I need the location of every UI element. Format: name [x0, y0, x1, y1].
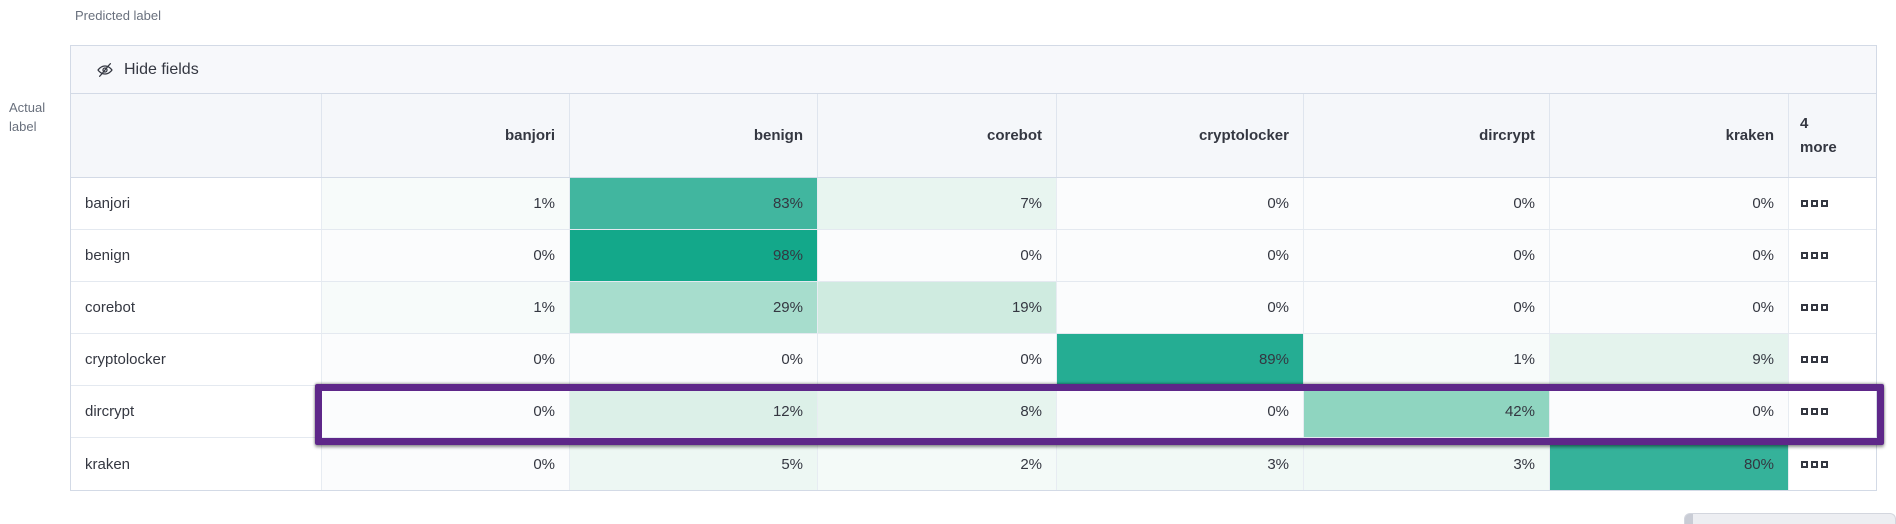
column-header-banjori[interactable]: banjori [321, 94, 569, 177]
matrix-cell[interactable]: 1% [321, 178, 569, 229]
actual-label-line1: Actual [9, 100, 46, 115]
row-label[interactable]: benign [71, 230, 321, 281]
matrix-cell[interactable]: 3% [1303, 438, 1549, 490]
matrix-cell[interactable]: 0% [1303, 230, 1549, 281]
matrix-cell[interactable]: 0% [321, 438, 569, 490]
matrix-rows: banjori 1% 83% 7% 0% 0% 0% benign 0% 98% 0% 0% 0% 0% c… [71, 178, 1876, 490]
matrix-cell[interactable]: 42% [1303, 386, 1549, 437]
actual-label-line2: label [9, 118, 37, 134]
matrix-cell[interactable]: 8% [817, 386, 1056, 437]
matrix-cell[interactable]: 3% [1056, 438, 1303, 490]
matrix-cell[interactable]: 0% [569, 334, 817, 385]
hide-fields-button[interactable]: Hide fields [71, 46, 1876, 94]
column-header-cryptolocker[interactable]: cryptolocker [1056, 94, 1303, 177]
row-label[interactable]: kraken [71, 438, 321, 490]
more-count: 4 [1800, 115, 1809, 133]
column-header-row: banjori benign corebot cryptolocker dircrypt… [71, 94, 1876, 178]
boxes-horizontal-icon [1801, 304, 1828, 311]
row-actions-button[interactable] [1788, 334, 1876, 385]
matrix-cell[interactable]: 0% [817, 334, 1056, 385]
column-header-kraken[interactable]: kraken [1549, 94, 1788, 177]
matrix-cell[interactable]: 1% [321, 282, 569, 333]
matrix-cell[interactable]: 12% [569, 386, 817, 437]
matrix-cell[interactable]: 0% [1549, 178, 1788, 229]
matrix-cell[interactable]: 0% [1056, 386, 1303, 437]
column-header-benign[interactable]: benign [569, 94, 817, 177]
matrix-cell[interactable]: 0% [1549, 230, 1788, 281]
column-header-corebot[interactable]: corebot [817, 94, 1056, 177]
bottom-right-panel-edge [1684, 513, 1896, 524]
matrix-cell[interactable]: 0% [321, 386, 569, 437]
row-label[interactable]: dircrypt [71, 386, 321, 437]
row-actions-button[interactable] [1788, 386, 1876, 437]
matrix-cell[interactable]: 0% [1549, 386, 1788, 437]
matrix-cell[interactable]: 7% [817, 178, 1056, 229]
matrix-cell[interactable]: 9% [1549, 334, 1788, 385]
row-actions-button[interactable] [1788, 438, 1876, 490]
matrix-cell[interactable]: 89% [1056, 334, 1303, 385]
row-actions-button[interactable] [1788, 230, 1876, 281]
matrix-cell[interactable]: 83% [569, 178, 817, 229]
confusion-matrix-table: Hide fields banjori benign corebot cryptolo… [70, 45, 1884, 491]
table-row-cryptolocker: cryptolocker 0% 0% 0% 89% 1% 9% [71, 334, 1876, 386]
table-row-dircrypt: dircrypt 0% 12% 8% 0% 42% 0% [71, 386, 1876, 438]
table-row-benign: benign 0% 98% 0% 0% 0% 0% [71, 230, 1876, 282]
predicted-label-axis-title: Predicted label [75, 8, 161, 23]
matrix-cell[interactable]: 1% [1303, 334, 1549, 385]
boxes-horizontal-icon [1801, 356, 1828, 363]
matrix-cell[interactable]: 98% [569, 230, 817, 281]
actual-label-axis-title: Actual label [9, 99, 61, 137]
row-label[interactable]: cryptolocker [71, 334, 321, 385]
matrix-cell[interactable]: 0% [1303, 282, 1549, 333]
more-word: more [1800, 138, 1837, 156]
corner-cell [71, 94, 321, 177]
row-label[interactable]: banjori [71, 178, 321, 229]
matrix-cell[interactable]: 80% [1549, 438, 1788, 490]
table-row-corebot: corebot 1% 29% 19% 0% 0% 0% [71, 282, 1876, 334]
matrix-cell[interactable]: 2% [817, 438, 1056, 490]
matrix-cell[interactable]: 0% [321, 230, 569, 281]
matrix-cell[interactable]: 0% [1056, 282, 1303, 333]
boxes-horizontal-icon [1801, 252, 1828, 259]
boxes-horizontal-icon [1801, 200, 1828, 207]
table-row-kraken: kraken 0% 5% 2% 3% 3% 80% [71, 438, 1876, 490]
matrix-cell[interactable]: 5% [569, 438, 817, 490]
row-actions-button[interactable] [1788, 178, 1876, 229]
table-row-banjori: banjori 1% 83% 7% 0% 0% 0% [71, 178, 1876, 230]
matrix-cell[interactable]: 0% [817, 230, 1056, 281]
matrix-cell[interactable]: 19% [817, 282, 1056, 333]
boxes-horizontal-icon [1801, 460, 1828, 468]
column-header-more[interactable]: 4 more [1788, 94, 1876, 177]
matrix-cell[interactable]: 0% [1056, 230, 1303, 281]
matrix-cell[interactable]: 29% [569, 282, 817, 333]
matrix-cell[interactable]: 0% [1056, 178, 1303, 229]
matrix-cell[interactable]: 0% [1549, 282, 1788, 333]
matrix-cell[interactable]: 0% [1303, 178, 1549, 229]
eye-closed-icon [96, 61, 114, 79]
boxes-horizontal-icon [1801, 408, 1828, 415]
row-actions-button[interactable] [1788, 282, 1876, 333]
row-label[interactable]: corebot [71, 282, 321, 333]
column-header-dircrypt[interactable]: dircrypt [1303, 94, 1549, 177]
hide-fields-label: Hide fields [124, 60, 199, 78]
matrix-cell[interactable]: 0% [321, 334, 569, 385]
